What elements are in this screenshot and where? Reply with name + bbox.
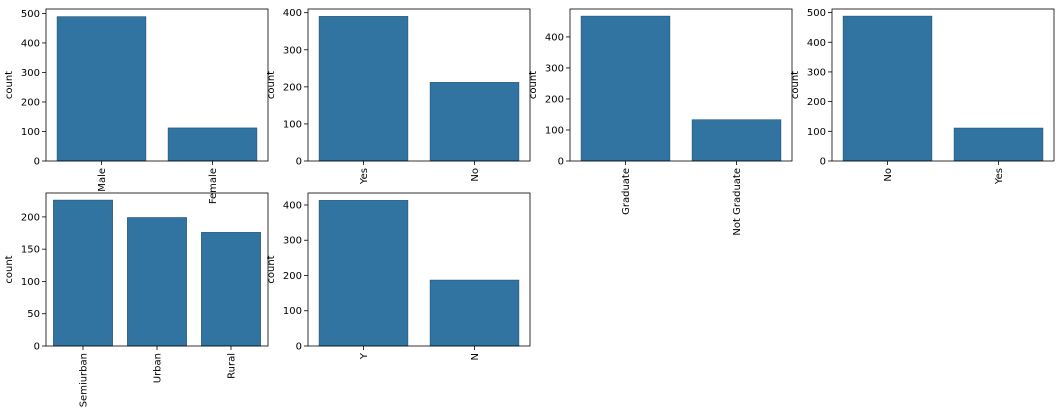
axes-frame: [307, 8, 531, 162]
subplot-3: 0 100 200 300 400 Graduate Not Graduate count: [528, 8, 793, 236]
bar-female: [167, 127, 258, 162]
y-axis-label: count: [4, 71, 15, 99]
x-tick-label: Male: [97, 168, 108, 192]
x-tick-label: Urban: [153, 353, 164, 383]
y-tick-label: 0: [296, 342, 302, 353]
y-tick-label: 400: [545, 32, 564, 43]
y-tick-label: 0: [34, 342, 40, 353]
y-tick-label: 200: [807, 97, 826, 108]
y-tick-label: 300: [807, 67, 826, 78]
bar-rural: [201, 232, 261, 347]
x-tick-label: No: [883, 168, 894, 182]
y-tick-label: 200: [283, 82, 302, 93]
subplot-1: 0 100 200 300 400 500 Male Female count: [4, 8, 269, 204]
bar-male: [56, 16, 147, 162]
y-tick-label: 300: [283, 236, 302, 247]
x-tick-label: Not Graduate: [732, 168, 743, 236]
axes-frame: [45, 8, 269, 162]
y-axis-label: count: [266, 71, 277, 99]
y-tick-label: 0: [558, 157, 564, 168]
y-tick-label: 100: [283, 119, 302, 130]
y-tick-label: 200: [21, 212, 40, 223]
x-tick-label: Semiurban: [79, 353, 90, 407]
y-tick-label: 50: [27, 309, 40, 320]
y-tick-label: 200: [21, 97, 40, 108]
x-tick-label: No: [470, 168, 481, 182]
subplot-2: 0 100 200 300 400 Yes No count: [266, 8, 531, 185]
subplot-5: 0 50 100 150 200 Semiurban Urban Rural count: [4, 192, 269, 407]
y-tick-label: 300: [21, 68, 40, 79]
axes-frame: [307, 192, 531, 347]
y-tick-label: 400: [283, 8, 302, 19]
y-axis-label: count: [266, 255, 277, 283]
y-tick-label: 100: [283, 306, 302, 317]
bar-n: [429, 279, 520, 347]
y-tick-label: 100: [545, 125, 564, 136]
y-tick-label: 400: [283, 200, 302, 211]
y-tick-label: 150: [21, 245, 40, 256]
y-tick-label: 0: [34, 157, 40, 168]
bar-yes: [953, 127, 1044, 162]
y-tick-label: 300: [545, 63, 564, 74]
axes-frame: [569, 8, 793, 162]
bar-graduate: [580, 15, 671, 162]
bar-urban: [127, 217, 187, 347]
x-tick-label: N: [470, 353, 481, 360]
y-tick-label: 500: [807, 8, 826, 19]
bar-no: [429, 82, 520, 162]
bar-y: [318, 200, 409, 347]
y-tick-label: 300: [283, 45, 302, 56]
subplot-4: 0 100 200 300 400 500 No Yes count: [790, 8, 1055, 185]
bar-yes: [318, 16, 409, 162]
y-axis-label: count: [528, 71, 539, 99]
y-tick-label: 0: [820, 157, 826, 168]
y-axis-label: count: [4, 255, 15, 283]
y-tick-label: 100: [21, 127, 40, 138]
y-tick-label: 200: [283, 271, 302, 282]
y-tick-label: 500: [21, 9, 40, 20]
y-tick-label: 200: [545, 94, 564, 105]
y-tick-label: 400: [807, 38, 826, 49]
x-tick-label: Graduate: [621, 168, 632, 215]
y-tick-label: 0: [296, 157, 302, 168]
x-tick-label: Rural: [227, 353, 238, 379]
bar-not-graduate: [691, 119, 782, 162]
bar-semiurban: [53, 199, 113, 347]
x-tick-label: Y: [359, 352, 370, 360]
x-tick-label: Yes: [359, 168, 370, 185]
y-tick-label: 100: [807, 127, 826, 138]
axes-frame: [831, 8, 1055, 162]
y-tick-label: 400: [21, 38, 40, 49]
y-tick-label: 100: [21, 277, 40, 288]
x-tick-label: Yes: [994, 168, 1005, 185]
bar-no: [842, 15, 933, 162]
x-tick-label: Female: [208, 168, 219, 204]
y-axis-label: count: [790, 71, 801, 99]
